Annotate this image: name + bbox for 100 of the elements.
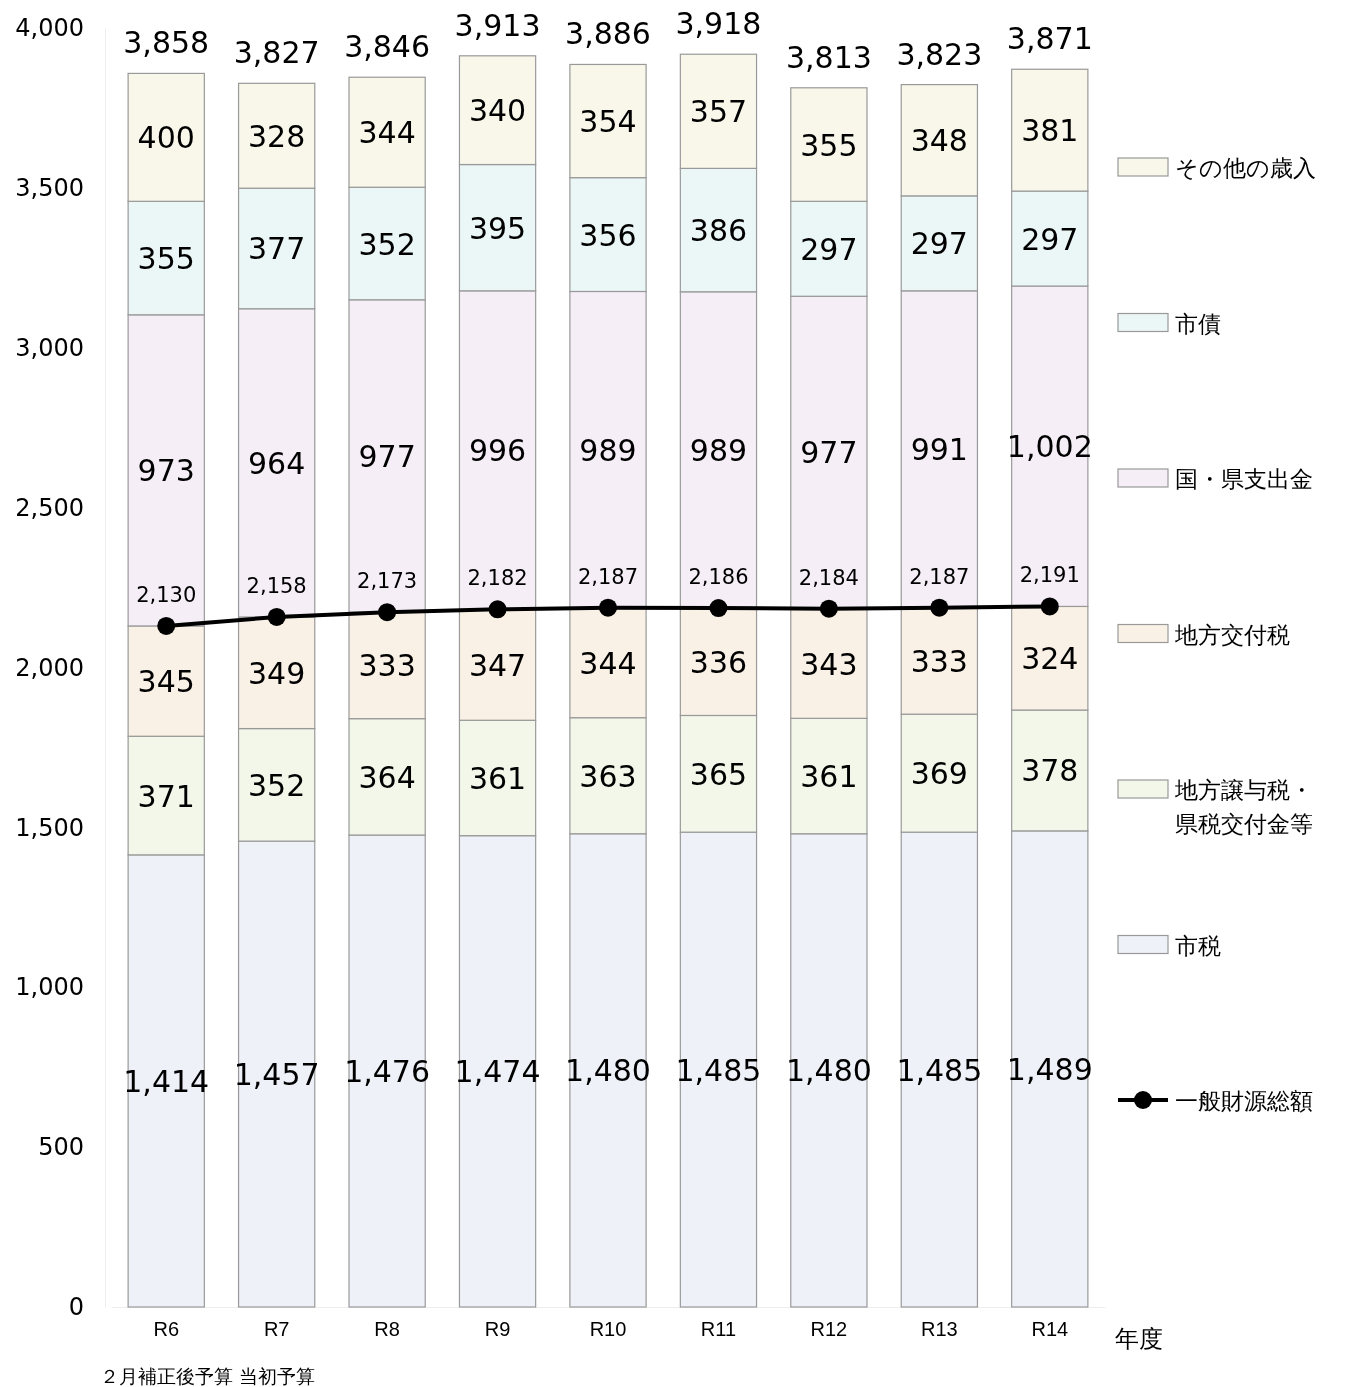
data-label: 1,485 — [896, 1052, 983, 1088]
data-label: 297 — [1021, 221, 1079, 257]
data-label: 1,457 — [233, 1057, 320, 1093]
x-tick-label: R12 — [810, 1318, 848, 1340]
y-tick-label: 3,000 — [15, 333, 84, 362]
total-label: 3,913 — [454, 7, 541, 43]
data-label: 349 — [248, 655, 306, 691]
x-axis-title: 年度 — [1115, 1325, 1163, 1353]
data-label: 348 — [910, 123, 968, 159]
y-tick-label: 500 — [38, 1133, 84, 1162]
data-label: 386 — [689, 213, 748, 249]
data-label: 340 — [468, 93, 527, 129]
data-label: 973 — [137, 453, 195, 489]
y-tick-label: 2,000 — [15, 653, 84, 682]
data-label: 352 — [358, 226, 416, 262]
data-label: 977 — [358, 438, 416, 474]
x-tick-label: R10 — [589, 1318, 627, 1340]
data-label: 2,184 — [798, 565, 859, 590]
legend-label: 地方譲与税・県税交付金等 — [1174, 777, 1313, 837]
data-label: 1,414 — [123, 1063, 210, 1099]
data-label: 357 — [689, 94, 748, 130]
data-label: 989 — [579, 432, 637, 468]
data-label: 2,187 — [909, 564, 970, 589]
total-label: 3,858 — [123, 25, 210, 61]
data-label: 996 — [468, 433, 527, 469]
data-label: 371 — [137, 778, 195, 814]
y-tick-label: 1,000 — [15, 973, 84, 1002]
data-label: 2,130 — [136, 582, 197, 607]
data-label: 364 — [358, 759, 416, 795]
text: ２月補正後予算 — [99, 1365, 233, 1387]
data-label: 381 — [1021, 113, 1079, 149]
legend-label: 国・県支出金 — [1175, 466, 1313, 492]
data-label: 1,489 — [1006, 1051, 1093, 1087]
legend-label: 一般財源総額 — [1175, 1088, 1313, 1114]
x-tick-label: R8 — [374, 1318, 400, 1340]
data-label: 369 — [910, 756, 968, 792]
data-label: 395 — [468, 210, 527, 246]
data-label: 333 — [910, 643, 968, 679]
x-tick-label: R9 — [484, 1318, 511, 1340]
data-label: 344 — [579, 645, 637, 681]
data-label: 347 — [468, 647, 527, 683]
total-label: 3,886 — [565, 16, 651, 52]
data-label: 400 — [137, 120, 195, 156]
data-label: 355 — [137, 241, 195, 277]
data-label: 977 — [800, 435, 858, 471]
y-tick-label: 0 — [68, 1293, 84, 1322]
data-label: 363 — [579, 758, 637, 794]
text: 当初予算 — [238, 1365, 315, 1387]
legend-label: その他の歳入 — [1175, 155, 1316, 181]
data-label: 344 — [358, 115, 416, 151]
y-tick-label: 1,500 — [15, 813, 84, 842]
data-label: 377 — [248, 231, 306, 267]
data-label: 1,480 — [565, 1053, 651, 1089]
legend-label: 地方交付税 — [1174, 621, 1290, 648]
legend-label: 市債 — [1175, 310, 1221, 337]
data-label: 2,187 — [577, 564, 639, 589]
x-tick-label: R14 — [1031, 1318, 1069, 1340]
y-tick-label: 2,500 — [15, 493, 84, 522]
data-label: 336 — [689, 644, 748, 680]
data-label: 964 — [248, 445, 306, 481]
data-label: 361 — [800, 759, 858, 795]
data-label: 2,191 — [1019, 563, 1080, 588]
x-tick-label: R6 — [153, 1318, 180, 1340]
data-label: 297 — [800, 231, 858, 267]
total-label: 3,871 — [1006, 21, 1093, 57]
data-label: 345 — [137, 664, 195, 700]
data-label: 361 — [468, 760, 527, 796]
data-label: 989 — [689, 432, 748, 468]
data-label: 1,474 — [454, 1054, 541, 1090]
data-label: 343 — [800, 646, 858, 682]
total-label: 3,827 — [233, 35, 320, 71]
data-label: 333 — [358, 648, 416, 684]
x-tick-label: R13 — [920, 1318, 958, 1340]
data-label: 324 — [1021, 641, 1079, 677]
total-label: 3,846 — [344, 29, 431, 65]
data-label: 355 — [800, 127, 858, 163]
data-label: 1,002 — [1006, 429, 1093, 465]
total-label: 3,813 — [785, 39, 872, 75]
data-label: 1,476 — [344, 1054, 431, 1090]
data-label: 2,158 — [246, 573, 307, 598]
data-label: 297 — [910, 226, 968, 262]
total-label: 3,918 — [675, 6, 762, 42]
data-label: 365 — [689, 756, 748, 792]
data-label: 1,485 — [675, 1052, 762, 1088]
data-label: 991 — [910, 432, 968, 468]
data-label: 356 — [579, 217, 637, 253]
data-label: 352 — [248, 767, 306, 803]
data-label: 2,186 — [688, 565, 749, 590]
data-label: 378 — [1021, 753, 1079, 789]
total-label: 3,823 — [896, 36, 983, 72]
data-label: 328 — [248, 118, 306, 154]
legend-label: 市税 — [1175, 932, 1221, 959]
y-tick-label: 3,500 — [15, 174, 84, 203]
data-label: 2,173 — [357, 569, 418, 594]
y-tick-label: 4,000 — [15, 14, 84, 43]
data-label: 354 — [579, 104, 637, 140]
data-label: 2,182 — [467, 566, 528, 591]
x-tick-label: R7 — [263, 1318, 290, 1340]
data-label: 1,480 — [785, 1053, 872, 1089]
x-tick-label: R11 — [700, 1318, 737, 1340]
